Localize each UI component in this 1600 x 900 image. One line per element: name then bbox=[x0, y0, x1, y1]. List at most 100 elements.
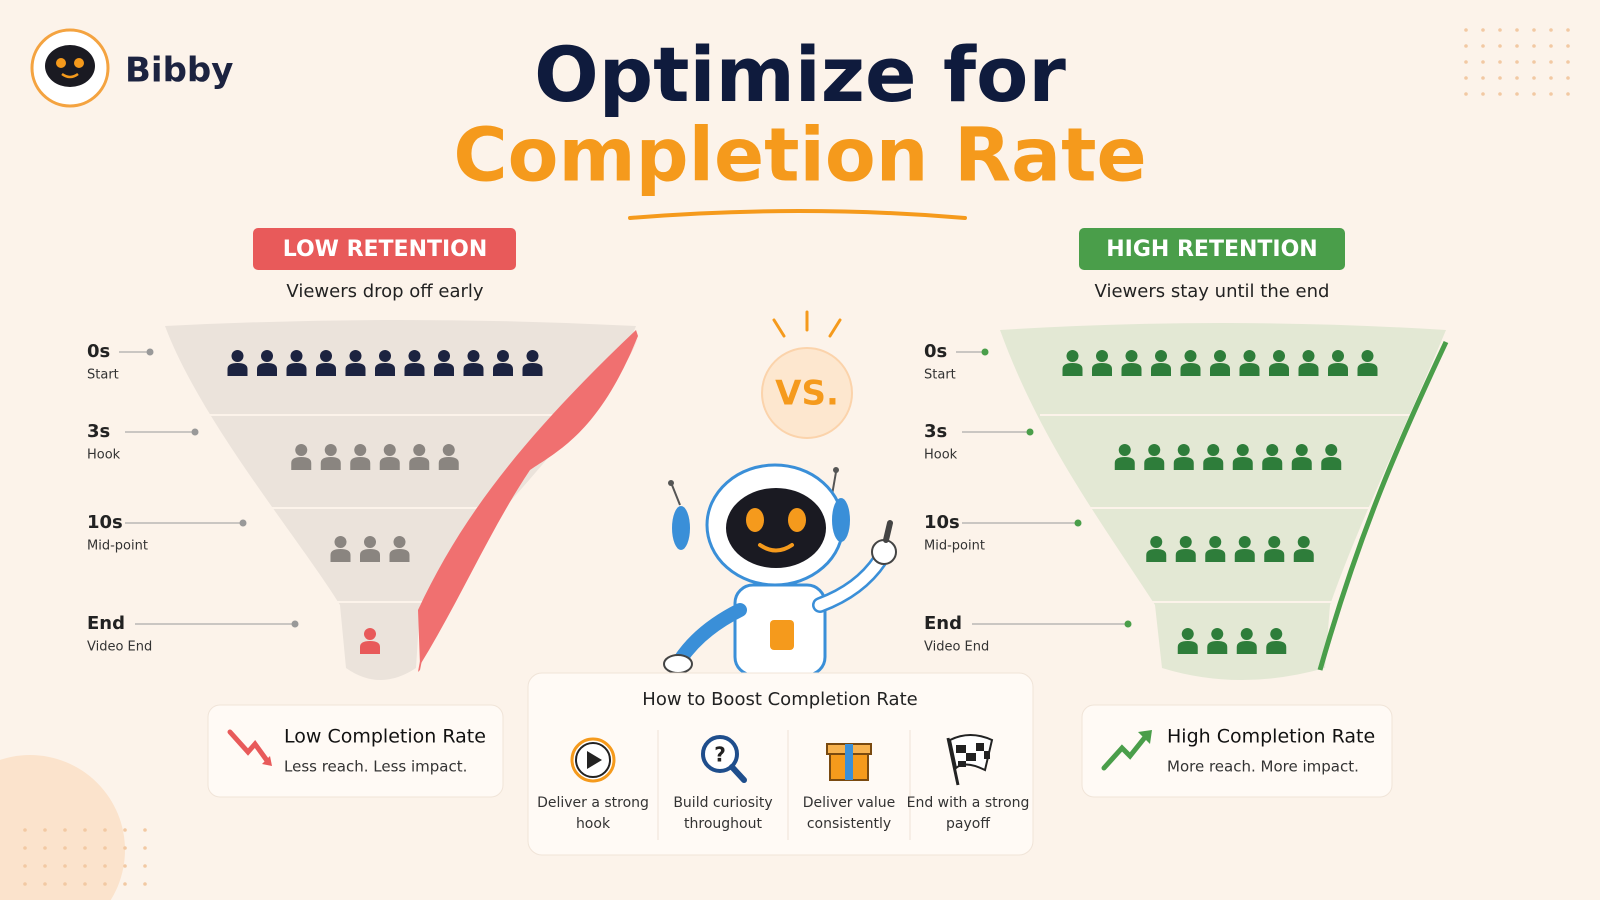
stage-time: 0s bbox=[924, 341, 947, 362]
stage-dot bbox=[1026, 428, 1034, 436]
viewer-body bbox=[1146, 549, 1167, 562]
viewer-body bbox=[320, 457, 341, 470]
dot bbox=[1498, 44, 1502, 48]
dot bbox=[1549, 44, 1553, 48]
viewer-head bbox=[1302, 350, 1315, 362]
viewer-body bbox=[350, 457, 371, 470]
viewer-body bbox=[360, 549, 380, 562]
low-dropoff-edge bbox=[418, 330, 638, 665]
viewer-head bbox=[1179, 536, 1192, 548]
dot bbox=[1532, 92, 1536, 96]
dot bbox=[103, 828, 107, 832]
stage-label: Video End bbox=[924, 640, 989, 655]
low-trend-arrow bbox=[262, 756, 272, 766]
viewer-body bbox=[1232, 457, 1253, 470]
viewer-head bbox=[290, 350, 303, 362]
viewer-head bbox=[1270, 628, 1283, 640]
viewer-head bbox=[261, 350, 273, 362]
dot bbox=[1532, 60, 1536, 64]
dot bbox=[103, 882, 107, 886]
viewer-body bbox=[1151, 363, 1171, 376]
dot bbox=[1498, 28, 1502, 32]
viewer-head bbox=[379, 350, 391, 362]
viewer-head bbox=[364, 536, 376, 548]
low-funnel-dividers bbox=[200, 414, 575, 603]
viewer-body bbox=[316, 363, 336, 376]
dot bbox=[123, 882, 127, 886]
dot bbox=[123, 828, 127, 832]
low-subtitle: Viewers drop off early bbox=[286, 281, 484, 302]
dot bbox=[123, 846, 127, 850]
viewer-body bbox=[1269, 363, 1289, 376]
viewer-head bbox=[1207, 444, 1220, 456]
viewer-head bbox=[295, 444, 308, 456]
stage-time: 10s bbox=[924, 512, 960, 533]
viewer-body bbox=[1062, 363, 1083, 376]
viewer-body bbox=[1205, 549, 1226, 562]
viewer-body bbox=[1207, 641, 1228, 654]
viewer-row bbox=[227, 350, 543, 376]
dot bbox=[1515, 44, 1519, 48]
viewer-body bbox=[1175, 549, 1196, 562]
viewer-body bbox=[1293, 549, 1314, 562]
stage-label: Hook bbox=[924, 448, 958, 463]
dot bbox=[1515, 92, 1519, 96]
dot bbox=[1566, 60, 1570, 64]
viewer-head bbox=[1155, 350, 1167, 362]
viewer-head bbox=[1332, 350, 1344, 362]
vs-circle bbox=[761, 347, 853, 439]
viewer-body bbox=[345, 363, 366, 376]
vs-rays bbox=[772, 310, 842, 338]
viewer-head bbox=[1096, 350, 1108, 362]
low-summary-text: Less reach. Less impact. bbox=[284, 758, 467, 776]
stage-time: 3s bbox=[87, 421, 110, 442]
dot bbox=[1464, 28, 1468, 32]
dot bbox=[43, 864, 47, 868]
viewer-head bbox=[1238, 536, 1251, 548]
dot bbox=[103, 864, 107, 868]
dot bbox=[1515, 76, 1519, 80]
viewer-body bbox=[493, 363, 513, 376]
viewer-head bbox=[1177, 444, 1190, 456]
viewer-body bbox=[375, 363, 395, 376]
dot bbox=[63, 846, 67, 850]
dot bbox=[23, 846, 27, 850]
dot bbox=[1532, 44, 1536, 48]
tip-icons: ? bbox=[570, 734, 994, 786]
dot bbox=[1464, 44, 1468, 48]
viewer-body bbox=[1266, 641, 1287, 654]
dot bbox=[43, 846, 47, 850]
svg-text:?: ? bbox=[714, 743, 726, 767]
dot bbox=[63, 828, 67, 832]
viewer-row bbox=[1177, 628, 1287, 654]
tip-item: Deliver a strong hook bbox=[537, 795, 649, 832]
viewer-head bbox=[1361, 350, 1374, 362]
tips-box bbox=[527, 672, 1034, 856]
dot bbox=[83, 864, 87, 868]
viewer-body bbox=[1180, 363, 1201, 376]
viewer-body bbox=[389, 549, 410, 562]
title-line2: Completion Rate bbox=[453, 113, 1146, 199]
viewer-head bbox=[413, 444, 426, 456]
viewer-head bbox=[1211, 628, 1224, 640]
viewer-head bbox=[383, 444, 396, 456]
decor-circle bbox=[0, 755, 125, 900]
low-badge bbox=[253, 228, 516, 270]
dot bbox=[1515, 28, 1519, 32]
viewer-head bbox=[320, 350, 332, 362]
dot bbox=[1566, 92, 1570, 96]
dot bbox=[23, 864, 27, 868]
viewer-body bbox=[1236, 641, 1257, 654]
dot bbox=[23, 882, 27, 886]
viewer-head bbox=[364, 628, 376, 640]
dot bbox=[1481, 76, 1485, 80]
stage-dot bbox=[1074, 519, 1082, 527]
viewer-body bbox=[379, 457, 400, 470]
stage-time: 10s bbox=[87, 512, 123, 533]
viewer-head bbox=[1148, 444, 1161, 456]
viewer-body bbox=[227, 363, 248, 376]
dot bbox=[143, 828, 147, 832]
low-funnel bbox=[165, 320, 636, 680]
dot bbox=[1464, 76, 1468, 80]
